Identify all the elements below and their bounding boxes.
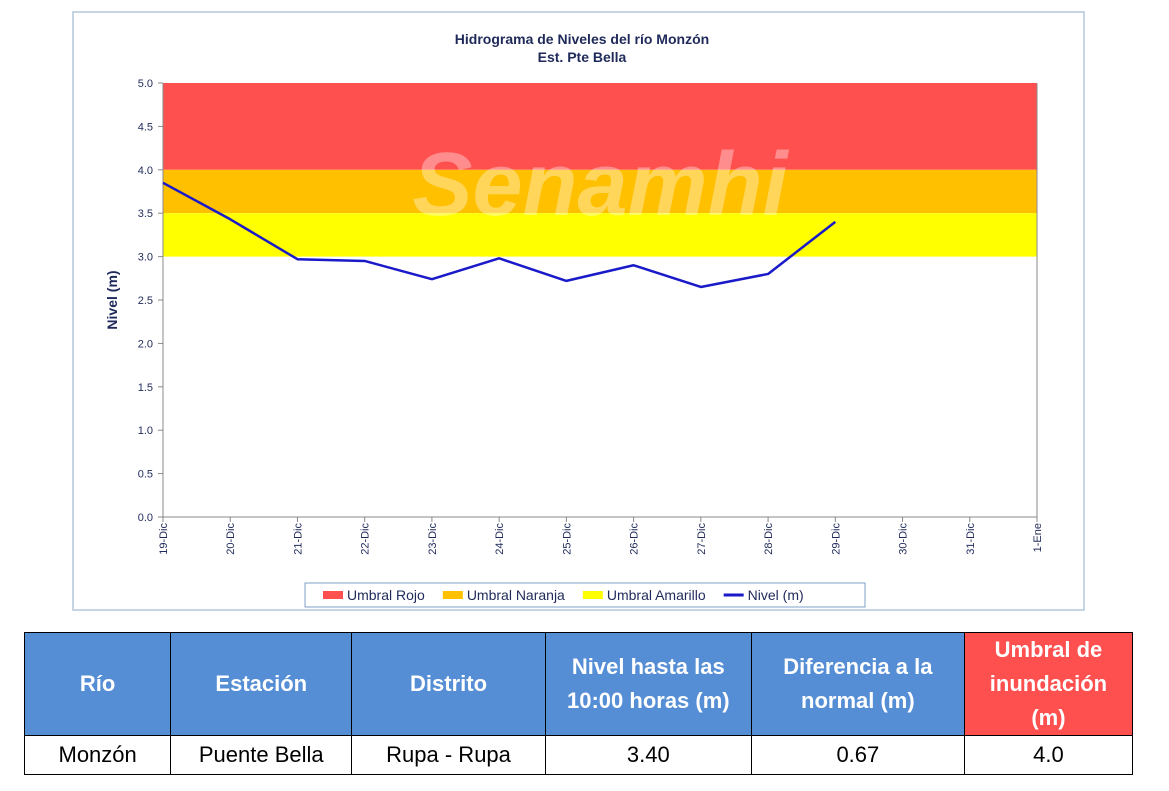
chart-title: Hidrograma de Niveles del río Monzón	[455, 31, 709, 47]
threshold-band	[163, 169, 1037, 214]
y-tick-label: 5.0	[138, 78, 153, 90]
data-table: Río Estación Distrito Nivel hasta las 10:00…	[23, 632, 1134, 775]
x-tick-label: 29-Dic	[830, 523, 842, 555]
x-tick-label: 19-Dic	[158, 523, 170, 555]
x-tick-label: 28-Dic	[763, 523, 775, 555]
threshold-band	[163, 213, 1037, 257]
y-tick-label: 4.0	[138, 165, 153, 177]
table-cell: Puente Bella	[170, 735, 353, 775]
legend-label: Nivel (m)	[748, 587, 804, 603]
table-header-cell: Diferencia a la normal (m)	[750, 632, 965, 736]
x-tick-label: 27-Dic	[696, 523, 708, 555]
chart: Hidrograma de Niveles del río Monzón Est…	[72, 11, 1085, 611]
y-tick-label: 3.5	[138, 208, 153, 220]
y-tick-label: 0.5	[138, 469, 153, 481]
chart-subtitle: Est. Pte Bella	[538, 49, 627, 65]
legend-swatch	[442, 591, 463, 599]
y-tick-label: 1.0	[138, 425, 153, 437]
table-header-cell: Nivel hasta las 10:00 horas (m)	[544, 632, 752, 736]
legend-label: Umbral Amarillo	[607, 587, 706, 603]
line-series	[162, 181, 837, 289]
x-tick-label: 31-Dic	[965, 523, 977, 555]
x-tick-label: 20-Dic	[225, 523, 237, 555]
y-tick-label: 1.5	[138, 382, 153, 394]
x-tick-label: 25-Dic	[561, 523, 573, 555]
legend-swatch	[582, 591, 603, 599]
x-tick-label: 30-Dic	[898, 523, 910, 555]
table-header-cell: Estación	[170, 632, 353, 736]
table-header-cell: Distrito	[351, 632, 546, 736]
legend-swatch	[323, 591, 343, 599]
y-tick-label: 2.0	[138, 338, 153, 350]
x-tick-label: 26-Dic	[629, 523, 641, 555]
y-tick-label: 0.0	[138, 512, 153, 524]
watermark: Senamhi	[412, 135, 789, 235]
y-axis-label: Nivel (m)	[104, 270, 120, 329]
x-tick-label: 23-Dic	[427, 523, 439, 555]
table-cell: 4.0	[963, 735, 1134, 775]
x-tick-label: 24-Dic	[494, 523, 506, 555]
y-tick-label: 3.0	[138, 252, 153, 264]
y-tick-label: 2.5	[138, 295, 153, 307]
x-tick-label: 1-Ene	[1032, 523, 1044, 552]
legend-label: Umbral Naranja	[467, 587, 565, 603]
x-tick-label: 21-Dic	[292, 523, 304, 555]
table-cell: Rupa - Rupa	[351, 735, 546, 775]
legend-label: Umbral Rojo	[347, 587, 425, 603]
table-cell: 0.67	[750, 735, 965, 775]
x-tick-label: 22-Dic	[360, 523, 372, 555]
table-header-cell: Umbral de inundación (m)	[963, 632, 1134, 736]
y-tick-label: 4.5	[138, 121, 153, 133]
table-cell: 3.40	[544, 735, 752, 775]
threshold-band	[163, 83, 1037, 170]
table-header-cell: Río	[23, 632, 172, 736]
table-cell: Monzón	[23, 735, 172, 775]
